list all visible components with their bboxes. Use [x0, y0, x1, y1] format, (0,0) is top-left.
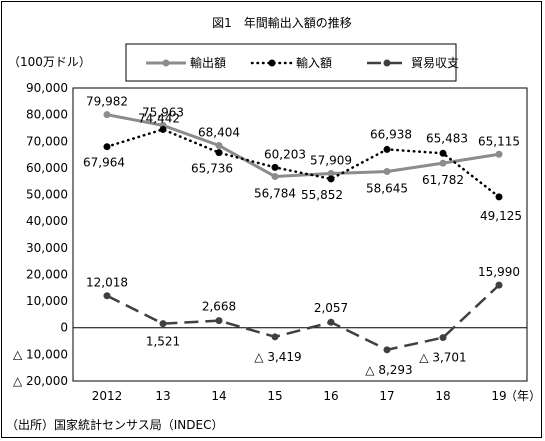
data-label: 74,442 [138, 111, 180, 125]
series-1-point [215, 142, 223, 150]
source-note: （出所）国家統計センサス局（INDEC） [6, 417, 223, 432]
series-1-point [271, 172, 279, 180]
data-label: 65,736 [191, 162, 233, 176]
x-tick-label: 16 [323, 389, 338, 403]
data-label: 1,521 [146, 335, 180, 349]
data-label: 57,909 [310, 153, 352, 167]
y-tick-label: 30,000 [26, 241, 68, 255]
series-3-point [327, 318, 335, 326]
series-2-point [215, 149, 223, 157]
series-3-point [215, 317, 223, 325]
data-label: 55,852 [301, 188, 343, 202]
y-tick-label: 50,000 [26, 188, 68, 202]
data-label: 67,964 [83, 156, 125, 170]
series-3-point [439, 334, 447, 342]
y-tick-label: 90,000 [26, 81, 68, 95]
data-label: 61,782 [422, 173, 464, 187]
series-3-point [383, 346, 391, 354]
data-label: 2,668 [202, 300, 236, 314]
legend-marker-1 [162, 59, 170, 67]
series-2-point [439, 149, 447, 157]
series-2-point [327, 175, 335, 183]
series-1-point [439, 159, 447, 167]
series-1-point [327, 169, 335, 177]
series-3-point [271, 333, 279, 341]
series-2-point [271, 163, 279, 171]
legend-marker-3 [383, 59, 391, 67]
y-tick-label: 40,000 [26, 214, 68, 228]
data-label: 58,645 [366, 182, 408, 196]
x-unit-label: （年） [505, 389, 541, 403]
data-label: 79,982 [86, 95, 128, 109]
y-tick-label: 60,000 [26, 161, 68, 175]
data-label: 60,203 [264, 147, 306, 161]
figure-title: 図1 年間輸出入額の推移 [212, 15, 352, 30]
series-2-point [159, 125, 167, 133]
legend-label: 輸入額 [296, 55, 332, 70]
data-label: 68,404 [198, 126, 240, 140]
data-label: 12,018 [86, 276, 128, 290]
series-3-point [495, 281, 503, 289]
x-tick-label: 13 [155, 389, 170, 403]
y-unit-label: （100万ドル） [8, 55, 91, 69]
series-1-point [495, 150, 503, 158]
data-label: 65,483 [426, 131, 468, 145]
series-1-point [383, 168, 391, 176]
series-3-point [159, 320, 167, 328]
x-tick-label: 15 [267, 389, 282, 403]
x-tick-label: 2012 [92, 389, 123, 403]
data-label: 49,125 [480, 209, 522, 223]
series-2-point [383, 145, 391, 153]
series-line-1 [106, 113, 500, 178]
data-label: △ 3,419 [254, 350, 301, 364]
y-tick-label: 70,000 [26, 134, 68, 148]
series-1-point [103, 111, 111, 119]
series-2-point [495, 193, 503, 201]
x-tick-label: 19 [491, 389, 506, 403]
x-tick-label: 17 [379, 389, 394, 403]
x-tick-label: 18 [435, 389, 450, 403]
legend-label: 輸出額 [190, 55, 226, 70]
series-3-point [103, 292, 111, 300]
y-tick-label: △ 20,000 [13, 374, 68, 388]
plot-area [72, 87, 528, 382]
data-label: 65,115 [478, 134, 520, 148]
y-tick-label: 10,000 [26, 294, 68, 308]
y-tick-label: 20,000 [26, 267, 68, 281]
data-label: 75,963 [142, 105, 184, 119]
y-tick-label: 0 [60, 321, 68, 335]
legend-marker-2 [268, 59, 276, 67]
data-label: 2,057 [314, 301, 348, 315]
data-label: 56,784 [254, 186, 296, 200]
y-tick-label: 80,000 [26, 108, 68, 122]
y-tick-label: △ 10,000 [13, 347, 68, 361]
data-label: △ 8,293 [365, 363, 412, 377]
series-line-3 [106, 284, 500, 352]
x-tick-label: 14 [211, 389, 226, 403]
legend-label: 貿易収支 [411, 56, 459, 70]
data-label: 15,990 [478, 265, 520, 279]
series-2-point [103, 143, 111, 151]
data-label: △ 3,701 [419, 351, 466, 365]
data-label: 66,938 [370, 127, 412, 141]
